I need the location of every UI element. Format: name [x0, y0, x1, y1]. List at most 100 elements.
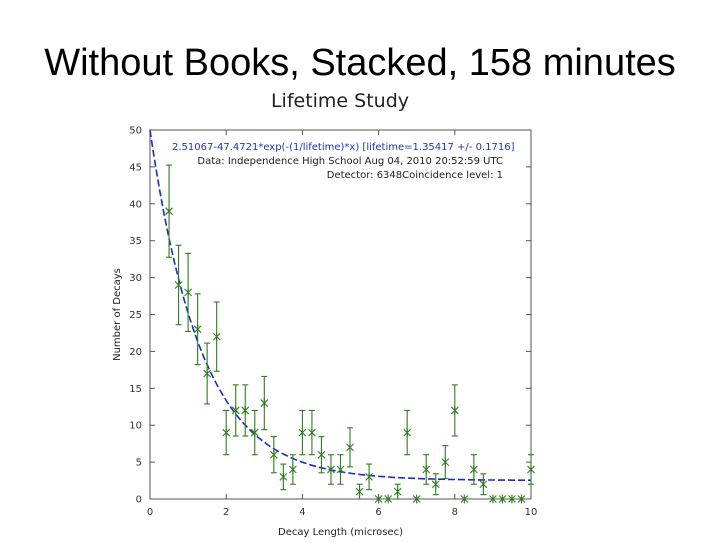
point-marker — [469, 464, 478, 474]
point-marker — [165, 206, 173, 216]
data-point — [441, 445, 450, 480]
y-tick-label: 0 — [136, 495, 142, 506]
y-tick-label: 35 — [129, 236, 142, 247]
data-point — [403, 409, 412, 456]
point-marker — [355, 487, 364, 497]
point-marker — [441, 457, 450, 467]
y-tick-label: 20 — [129, 347, 142, 358]
data-point — [260, 375, 269, 431]
point-marker — [241, 405, 250, 415]
point-marker — [317, 450, 326, 460]
data-point — [203, 342, 212, 405]
y-axis-label: Number of Decays — [112, 268, 123, 361]
data-point — [450, 384, 459, 437]
data-point — [393, 483, 402, 500]
point-marker — [517, 494, 526, 504]
data-point — [279, 463, 288, 491]
data-point — [508, 494, 516, 504]
point-marker — [298, 428, 307, 438]
data-point — [212, 301, 221, 372]
point-marker — [231, 405, 240, 415]
y-tick-label: 45 — [129, 162, 142, 173]
point-marker — [498, 494, 507, 504]
point-marker — [193, 324, 202, 334]
y-tick-label: 30 — [129, 273, 142, 284]
y-tick-label: 40 — [129, 199, 142, 210]
legend-entry: Detector: 6348Coincidence level: 1 — [327, 170, 503, 181]
y-tick-label: 5 — [136, 458, 142, 469]
point-marker — [222, 428, 231, 438]
point-marker — [431, 479, 440, 489]
point-marker — [450, 405, 459, 415]
lifetime-chart: 0 2 4 6 8 10 0 5 10 15 20 25 30 35 40 45 50 2.51067-47.4… — [112, 126, 538, 539]
point-marker — [374, 494, 383, 504]
data-point — [288, 454, 297, 485]
point-marker — [365, 472, 373, 482]
legend-entry: 2.51067-47.4721*exp(-(1/lifetime)*x) [li… — [172, 142, 515, 153]
plot-area — [149, 129, 532, 500]
point-marker — [479, 479, 488, 489]
data-point — [517, 494, 526, 504]
fit-curve — [149, 129, 532, 482]
data-point — [174, 244, 183, 326]
point-marker — [260, 398, 269, 408]
chart-title: Lifetime Study — [270, 90, 410, 112]
data-point — [231, 384, 240, 437]
data-point — [460, 494, 469, 504]
data-point — [346, 427, 354, 468]
x-axis-label: Decay Length (microsec) — [278, 527, 403, 538]
data-point — [479, 473, 488, 496]
x-tick-label: 10 — [525, 507, 538, 518]
data-point — [336, 454, 345, 485]
data-point — [527, 454, 535, 485]
point-marker — [174, 280, 183, 290]
point-marker — [393, 487, 402, 497]
point-marker — [384, 494, 393, 504]
point-marker — [327, 464, 335, 474]
data-point — [193, 293, 202, 366]
point-marker — [203, 369, 212, 379]
y-tick-label: 15 — [129, 384, 142, 395]
data-point — [355, 483, 364, 500]
y-tick-label: 50 — [129, 126, 142, 137]
point-marker — [336, 464, 345, 474]
slide-title: Without Books, Stacked, 158 minutes — [44, 42, 676, 84]
point-marker — [212, 332, 221, 342]
y-tick-label: 10 — [129, 421, 142, 432]
data-point — [165, 164, 173, 258]
data-point — [327, 454, 335, 485]
data-point — [241, 384, 250, 437]
data-point — [222, 409, 231, 456]
point-marker — [422, 464, 431, 474]
point-marker — [489, 494, 497, 504]
data-point — [374, 494, 383, 504]
data-point — [298, 409, 307, 456]
data-point — [431, 473, 440, 496]
data-point — [184, 252, 192, 332]
point-marker — [308, 428, 316, 438]
y-tick-label: 25 — [129, 310, 142, 321]
point-marker — [346, 442, 354, 452]
point-marker — [527, 464, 535, 474]
x-tick-label: 0 — [147, 507, 153, 518]
data-point — [308, 409, 316, 456]
x-tick-label: 4 — [299, 507, 305, 518]
data-point — [250, 409, 259, 456]
data-point — [317, 436, 326, 474]
x-tick-label: 2 — [223, 507, 229, 518]
data-point — [412, 494, 421, 504]
point-marker — [269, 450, 278, 460]
x-tick-label: 8 — [452, 507, 458, 518]
point-marker — [250, 428, 259, 438]
data-point — [489, 494, 497, 504]
data-point — [384, 494, 393, 504]
data-point — [269, 436, 278, 474]
point-marker — [412, 494, 421, 504]
point-marker — [508, 494, 516, 504]
x-tick-label: 6 — [375, 507, 381, 518]
data-point — [469, 454, 478, 485]
point-marker — [288, 464, 297, 474]
point-marker — [279, 472, 288, 482]
data-point — [422, 454, 431, 485]
point-marker — [403, 428, 412, 438]
